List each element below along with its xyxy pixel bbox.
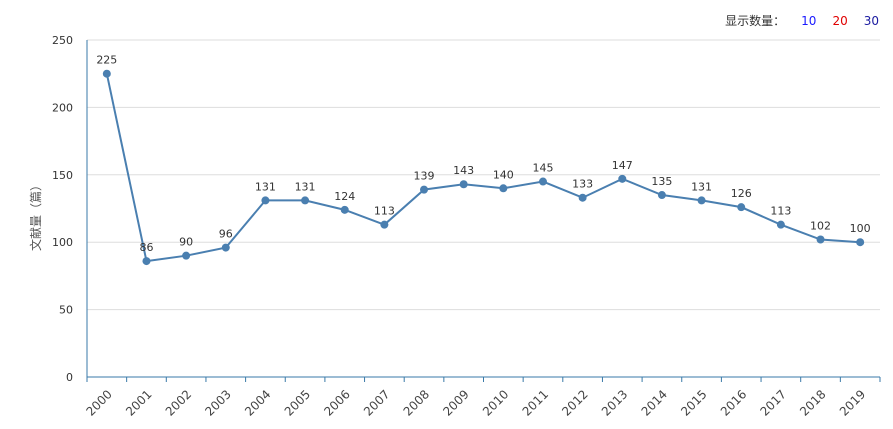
data-points	[102, 69, 865, 266]
x-tick-label: 2015	[678, 387, 709, 418]
y-tick-label: 50	[59, 304, 73, 317]
data-label: 90	[179, 236, 193, 249]
x-tick-label: 2014	[639, 387, 670, 418]
data-point[interactable]	[538, 177, 547, 186]
data-label: 113	[374, 205, 395, 218]
y-tick-label: 250	[52, 34, 73, 47]
data-point[interactable]	[102, 69, 111, 78]
data-point[interactable]	[182, 251, 191, 260]
data-label: 86	[139, 241, 153, 254]
x-tick-label: 2007	[361, 387, 392, 418]
data-point[interactable]	[340, 205, 349, 214]
display-count-controls: 显示数量： 10 20 30	[725, 12, 879, 29]
data-label: 139	[414, 170, 435, 183]
y-axis: 0 50 100 150 200 250	[52, 34, 88, 384]
data-labels: 225 86 90 96 131 131 124 113 139 143 140 145 133 147 1…	[96, 54, 870, 254]
y-tick-label: 200	[52, 101, 73, 114]
x-tick-label: 2005	[282, 387, 313, 418]
data-label: 135	[651, 175, 672, 188]
data-point[interactable]	[657, 191, 666, 200]
x-tick-label: 2008	[401, 387, 432, 418]
data-label: 131	[691, 180, 712, 193]
x-tick-label: 2012	[559, 387, 590, 418]
x-tick-label: 2006	[321, 387, 352, 418]
x-axis: 2000 2001 2002 2003 2004 2005 2006 2007 2008 2009…	[83, 376, 881, 419]
data-label: 147	[612, 159, 633, 172]
data-point[interactable]	[697, 196, 706, 205]
data-label: 102	[810, 220, 831, 233]
data-label: 100	[850, 222, 871, 235]
data-label: 225	[96, 54, 117, 67]
x-tick-label: 2018	[797, 387, 828, 418]
grid-lines	[87, 39, 880, 311]
display-count-label: 显示数量：	[725, 14, 786, 28]
data-label: 126	[731, 187, 752, 200]
data-point[interactable]	[380, 220, 389, 229]
x-tick-label: 2003	[202, 387, 233, 418]
x-tick-label: 2010	[480, 387, 511, 418]
data-label: 131	[255, 180, 276, 193]
x-tick-label: 2013	[599, 387, 630, 418]
data-point[interactable]	[261, 196, 270, 205]
data-point[interactable]	[816, 235, 825, 244]
data-label: 124	[334, 190, 355, 203]
data-label: 143	[453, 164, 474, 177]
x-tick-label: 2017	[757, 387, 788, 418]
display-count-30-option[interactable]: 30	[863, 13, 879, 28]
x-tick-label: 2000	[83, 387, 114, 418]
x-tick-label: 2002	[163, 387, 194, 418]
y-tick-label: 100	[52, 236, 73, 249]
x-tick-label: 2001	[123, 387, 154, 418]
data-point[interactable]	[578, 193, 587, 202]
data-point[interactable]	[459, 180, 468, 189]
data-point[interactable]	[618, 174, 627, 183]
series-line	[105, 73, 861, 263]
y-axis-label: 文献量（篇）	[28, 179, 43, 251]
data-label: 131	[295, 180, 316, 193]
data-label: 96	[219, 228, 233, 241]
data-point[interactable]	[142, 257, 151, 266]
data-point[interactable]	[301, 196, 310, 205]
data-label: 145	[532, 162, 553, 175]
data-point[interactable]	[499, 184, 508, 193]
data-point[interactable]	[221, 243, 230, 252]
data-point[interactable]	[737, 203, 746, 212]
x-tick-label: 2016	[718, 387, 749, 418]
y-tick-label: 0	[66, 371, 73, 384]
x-tick-label: 2009	[440, 387, 471, 418]
display-count-10-option[interactable]: 10	[801, 13, 817, 28]
y-tick-label: 150	[52, 169, 73, 182]
display-count-20-option[interactable]: 20	[832, 13, 848, 28]
x-tick-label: 2004	[242, 387, 273, 418]
x-tick-label: 2019	[837, 387, 868, 418]
data-label: 113	[770, 205, 791, 218]
data-label: 140	[493, 168, 514, 181]
data-label: 133	[572, 178, 593, 191]
data-point[interactable]	[420, 185, 429, 194]
data-point[interactable]	[856, 238, 865, 247]
x-tick-label: 2011	[520, 387, 551, 418]
data-point[interactable]	[776, 220, 785, 229]
